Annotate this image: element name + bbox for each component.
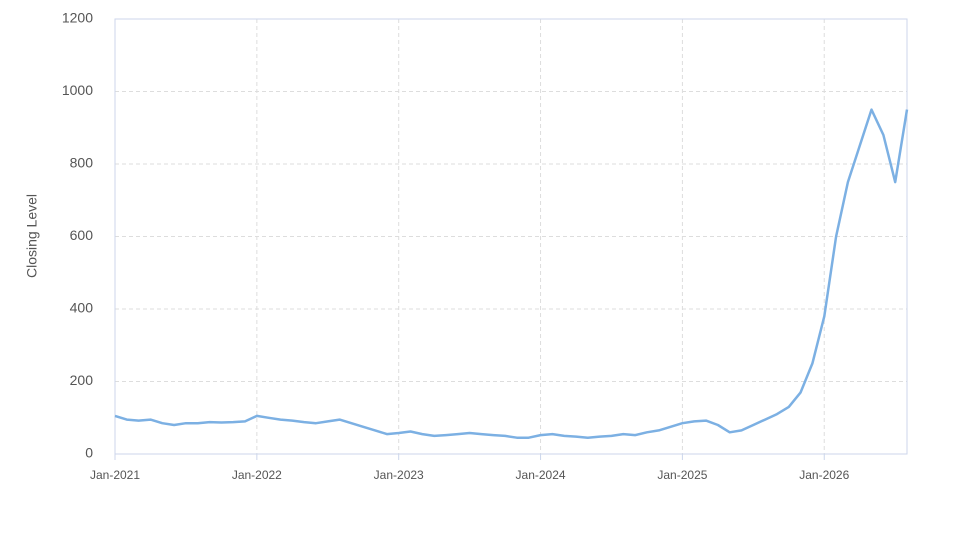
x-tick-label: Jan-2024: [516, 468, 566, 482]
x-tick-label: Jan-2023: [374, 468, 424, 482]
y-tick-label: 800: [70, 155, 94, 171]
x-tick-label: Jan-2025: [657, 468, 707, 482]
plot-border: [114, 18, 908, 455]
y-axis-label: Closing Level: [24, 194, 40, 278]
x-tick-label: Jan-2022: [232, 468, 282, 482]
y-tick-label: 1000: [62, 82, 93, 98]
y-tick-label: 0: [85, 445, 93, 461]
y-tick-label: 600: [70, 227, 94, 243]
y-tick-label: 1200: [62, 10, 93, 26]
y-tick-label: 200: [70, 372, 94, 388]
x-tick-label: Jan-2026: [799, 468, 849, 482]
x-tick-label: Jan-2021: [90, 468, 140, 482]
line: [114, 108, 909, 439]
y-tick-label: 400: [70, 300, 94, 316]
